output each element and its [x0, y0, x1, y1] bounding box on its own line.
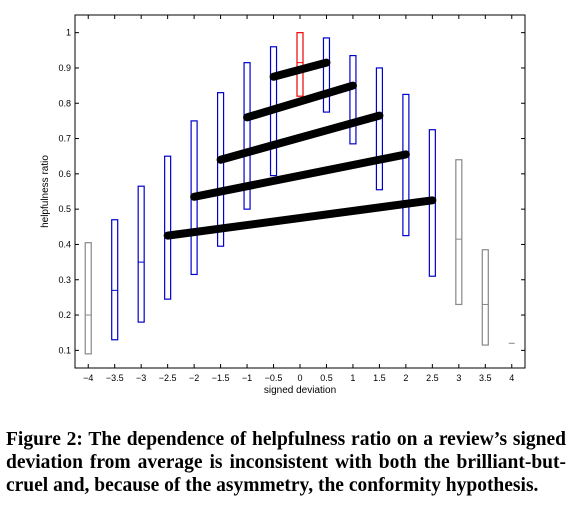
x-axis-label: signed deviation	[264, 385, 336, 396]
box-mark	[216, 92, 225, 247]
y-axis-label: helpfulness ratio	[40, 155, 51, 228]
x-tick-label: 3.5	[479, 373, 492, 383]
x-tick-label: 3	[456, 373, 461, 383]
x-tick-label: −2	[189, 373, 199, 383]
box-mark	[455, 159, 463, 306]
box-mark	[137, 185, 145, 323]
box-mark	[84, 242, 92, 355]
y-tick-label: 1	[66, 28, 71, 38]
x-tick-label: 1.5	[373, 373, 386, 383]
x-tick-label: −2.5	[159, 373, 177, 383]
figure-caption: Figure 2: The dependence of helpfulness …	[6, 429, 566, 496]
y-tick-label: 0.7	[58, 134, 71, 144]
pair-line	[190, 150, 410, 201]
pair-line	[243, 81, 357, 122]
x-tick-label: −1	[242, 373, 252, 383]
box-mark	[481, 249, 489, 346]
x-tick-label: 0	[297, 373, 302, 383]
x-tick-label: 2.5	[426, 373, 439, 383]
pair-line	[216, 111, 384, 164]
y-tick-label: 0.6	[58, 169, 71, 179]
x-tick-label: −3.5	[106, 373, 124, 383]
box-mark	[164, 155, 172, 300]
x-tick-label: 4	[509, 373, 514, 383]
pair-line	[269, 58, 331, 81]
y-tick-label: 0.4	[58, 239, 71, 249]
x-tick-label: −1.5	[212, 373, 230, 383]
x-tick-label: −4	[83, 373, 93, 383]
box-mark	[402, 93, 410, 237]
x-tick-label: −3	[136, 373, 146, 383]
box-mark	[375, 67, 384, 191]
y-tick-label: 0.2	[58, 310, 71, 320]
chart-figure: −4 −3.5 −3 −2.5 −2 −1.5 −1 −0.5 0 0.5 1 1.5 2 2.5 3 3.5…	[40, 14, 526, 396]
box-mark	[111, 219, 119, 341]
box-mark	[322, 37, 331, 113]
box-plot-chart: −4 −3.5 −3 −2.5 −2 −1.5 −1 −0.5 0 0.5 1 1.5 2 2.5 3 3.5…	[40, 14, 526, 396]
x-tick-label: 2	[403, 373, 408, 383]
y-tick-label: 0.1	[58, 345, 71, 355]
y-tick-label: 0.9	[58, 63, 71, 73]
box-mark	[296, 32, 304, 97]
x-tick-label: −0.5	[265, 373, 283, 383]
box-mark	[243, 62, 251, 210]
y-tick-label: 0.8	[58, 98, 71, 108]
pair-line	[163, 196, 437, 240]
x-tick-label: 1	[350, 373, 355, 383]
box-mark	[349, 54, 357, 145]
y-tick-label: 0.3	[58, 275, 71, 285]
x-tick-label: 0.5	[320, 373, 333, 383]
y-tick-label: 0.5	[58, 204, 71, 214]
